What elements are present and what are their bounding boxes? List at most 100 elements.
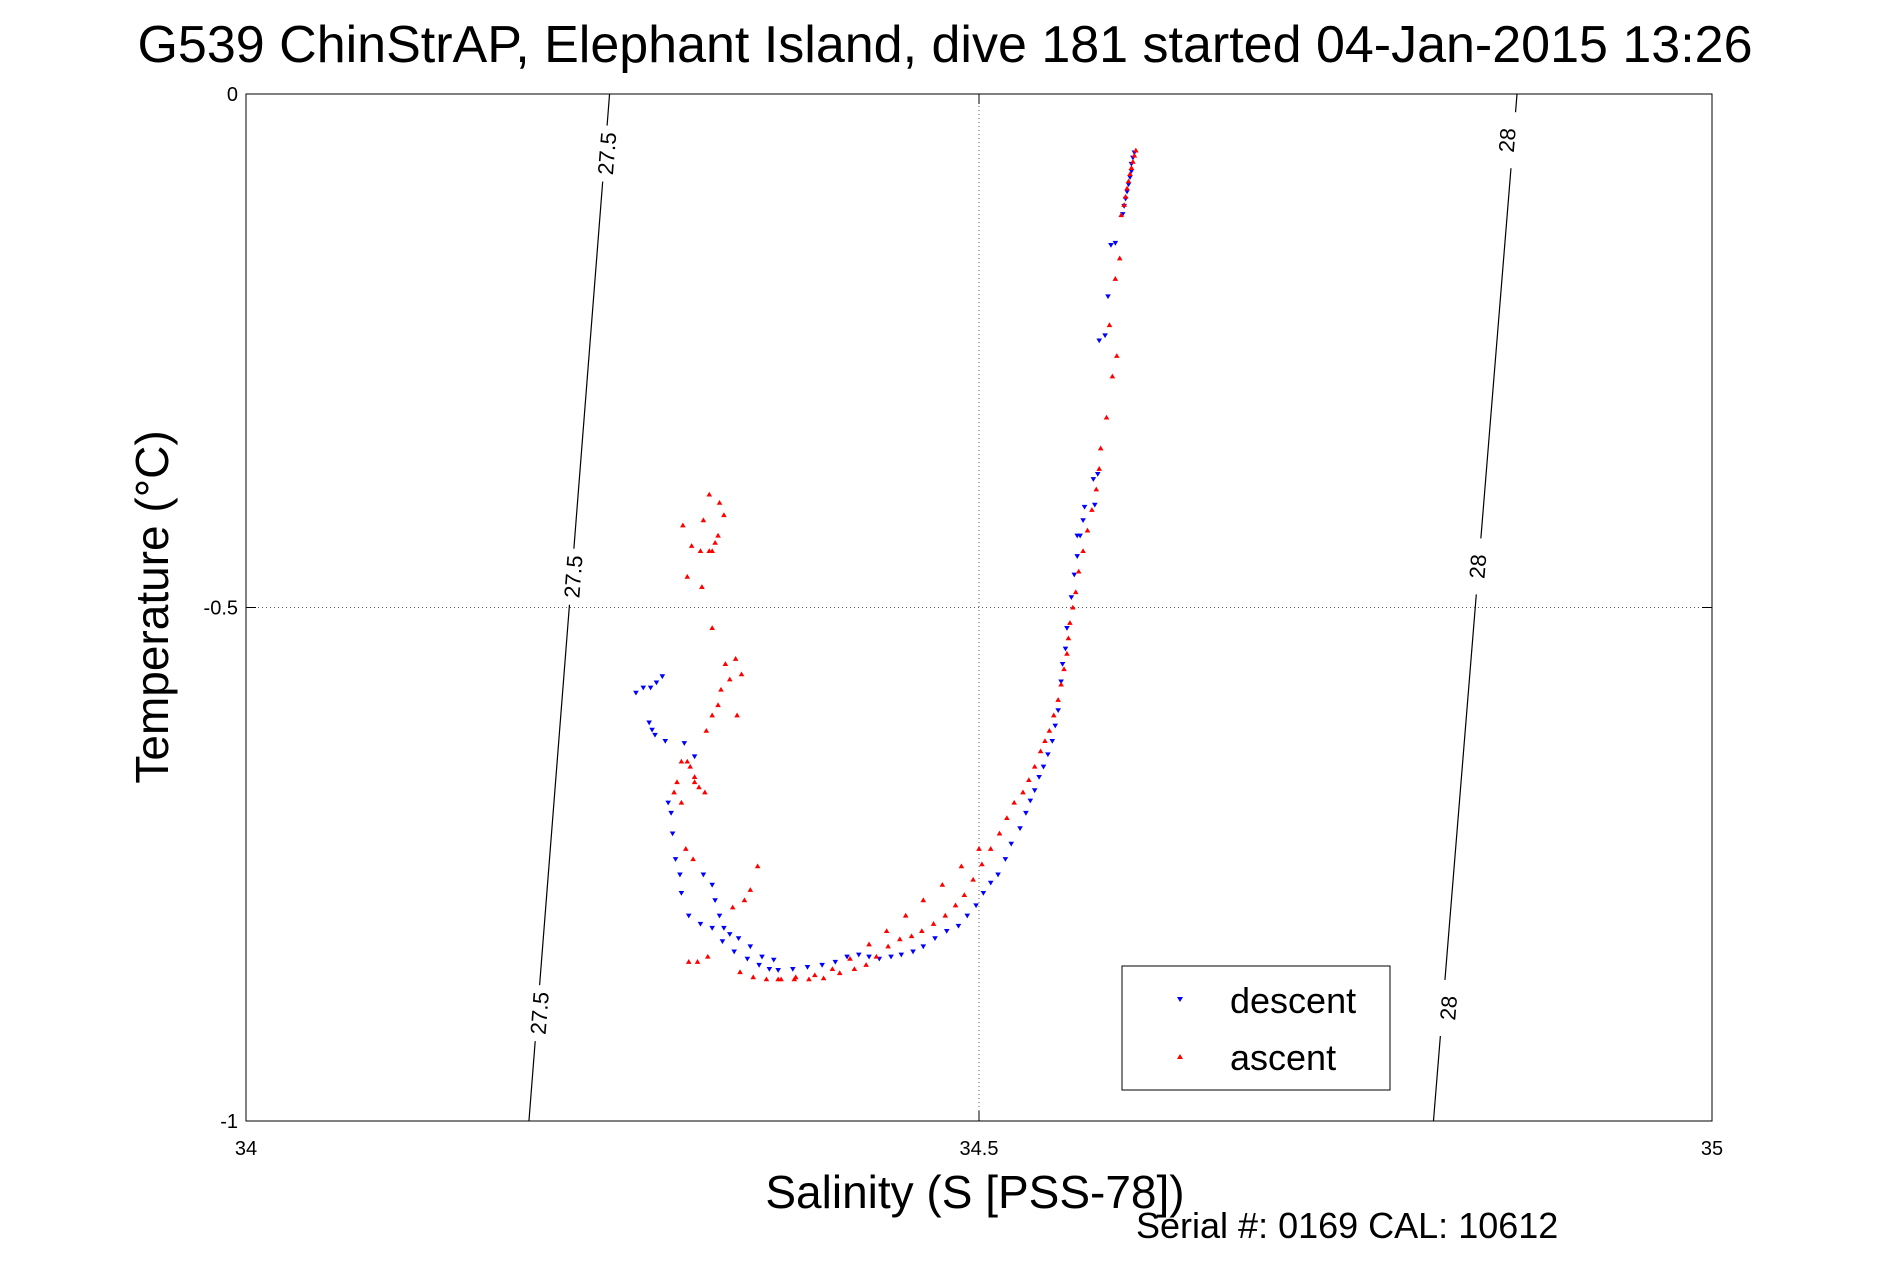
ascent-point bbox=[696, 784, 702, 790]
ascent-point bbox=[1125, 178, 1132, 184]
descent-point bbox=[1068, 595, 1075, 601]
ascent-point bbox=[684, 573, 691, 579]
ascent-point bbox=[687, 763, 693, 769]
ascent-point bbox=[690, 856, 696, 862]
descent-point bbox=[668, 810, 674, 816]
descent-point bbox=[790, 967, 796, 972]
ascent-point bbox=[699, 584, 705, 589]
descent-point bbox=[1128, 169, 1135, 174]
ascent-point bbox=[1116, 255, 1123, 261]
ascent-point bbox=[685, 959, 692, 964]
density-contour-line bbox=[1432, 93, 1518, 1122]
ascent-point bbox=[684, 758, 691, 764]
ascent-point bbox=[1112, 276, 1119, 281]
descent-point bbox=[697, 921, 704, 927]
ascent-point bbox=[1109, 373, 1116, 379]
descent-point bbox=[1127, 175, 1133, 180]
ascent-point bbox=[820, 975, 827, 981]
ascent-point bbox=[847, 955, 853, 961]
contour-label-gap bbox=[525, 985, 554, 1042]
descent-point bbox=[1071, 572, 1078, 578]
ascent-point bbox=[1055, 697, 1061, 702]
ascent-point bbox=[683, 846, 689, 851]
legend-ascent-label: ascent bbox=[1230, 1037, 1336, 1078]
ascent-point bbox=[678, 758, 685, 764]
descent-point bbox=[652, 732, 658, 738]
x-tick-label: 35 bbox=[1701, 1138, 1723, 1160]
ascent-point bbox=[1084, 527, 1091, 533]
ascent-point bbox=[1061, 666, 1067, 672]
ascent-point bbox=[702, 789, 708, 795]
descent-point bbox=[1023, 810, 1029, 816]
ascent-point bbox=[1106, 322, 1113, 328]
ascent-point bbox=[1037, 748, 1044, 754]
ascent-point bbox=[829, 966, 836, 972]
ascent-point bbox=[1072, 589, 1079, 595]
chart-title: G539 ChinStrAP, Elephant Island, dive 18… bbox=[137, 16, 1752, 74]
descent-point bbox=[844, 954, 850, 960]
contour-label: 27.5 bbox=[593, 131, 621, 176]
descent-point bbox=[744, 956, 751, 962]
ascent-point bbox=[1133, 147, 1139, 153]
ascent-point bbox=[703, 727, 710, 733]
descent-point bbox=[726, 932, 733, 937]
ascent-point bbox=[1065, 635, 1072, 641]
ascent-point bbox=[979, 861, 985, 867]
y-tick-label: -1 bbox=[220, 1111, 238, 1133]
contour-label-gap bbox=[1463, 538, 1492, 595]
ascent-point bbox=[920, 897, 927, 903]
ascent-point bbox=[1050, 712, 1057, 718]
descent-point bbox=[716, 913, 723, 919]
ascent-point bbox=[715, 532, 721, 538]
descent-point bbox=[1049, 739, 1056, 744]
descent-point bbox=[672, 857, 679, 862]
serial-calibration-footer: Serial #: 0169 CAL: 10612 bbox=[1136, 1205, 1558, 1246]
y-tick-label: -0.5 bbox=[204, 598, 238, 620]
descent-point bbox=[1064, 626, 1070, 631]
ascent-point bbox=[987, 846, 994, 851]
descent-point bbox=[681, 741, 688, 746]
ascent-point bbox=[836, 970, 843, 976]
ascent-point bbox=[866, 941, 872, 947]
ascent-point bbox=[718, 686, 724, 692]
ascent-point bbox=[1121, 202, 1127, 207]
legend-descent-label: descent bbox=[1230, 980, 1356, 1021]
descent-point bbox=[709, 882, 715, 888]
descent-point bbox=[669, 831, 676, 837]
ascent-point bbox=[1004, 815, 1010, 821]
descent-point bbox=[1108, 242, 1114, 248]
descent-point bbox=[662, 739, 669, 744]
x-tick-label: 34 bbox=[235, 1138, 257, 1160]
ascent-point bbox=[996, 830, 1003, 836]
legend-descent-marker bbox=[1177, 997, 1183, 1002]
descent-point bbox=[721, 925, 727, 931]
descent-point bbox=[1002, 857, 1009, 862]
legend-box bbox=[1121, 965, 1391, 1091]
ascent-point bbox=[722, 661, 729, 666]
ascent-point bbox=[1103, 414, 1110, 420]
descent-point bbox=[1102, 333, 1108, 339]
ascent-point bbox=[942, 912, 949, 918]
ascent-point bbox=[716, 499, 723, 505]
ascent-point bbox=[691, 774, 698, 779]
ascent-point bbox=[812, 972, 818, 978]
descent-point bbox=[665, 800, 672, 806]
descent-point bbox=[819, 962, 825, 968]
descent-point bbox=[1112, 240, 1119, 246]
ascent-point bbox=[709, 625, 715, 631]
descent-point bbox=[719, 939, 726, 945]
descent-point bbox=[1092, 502, 1098, 508]
descent-point bbox=[973, 903, 979, 909]
ascent-point bbox=[726, 676, 733, 682]
grid-lines bbox=[246, 94, 1712, 1121]
descent-point bbox=[633, 690, 639, 696]
descent-point bbox=[1008, 841, 1015, 847]
ascent-point bbox=[734, 712, 740, 718]
ascent-point bbox=[1020, 789, 1026, 795]
ascent-point bbox=[741, 897, 748, 903]
descent-point bbox=[1055, 708, 1061, 713]
descent-point bbox=[691, 754, 698, 760]
ascent-point bbox=[1011, 799, 1017, 805]
ascent-point bbox=[763, 976, 770, 982]
descent-point bbox=[678, 891, 685, 896]
